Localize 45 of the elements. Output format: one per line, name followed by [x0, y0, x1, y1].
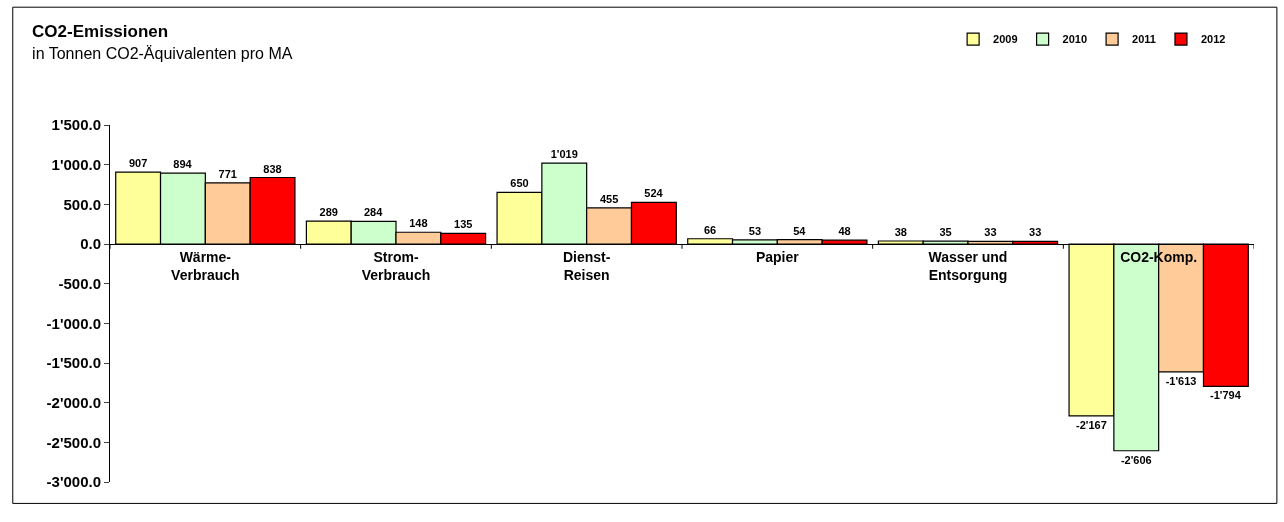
- y-tick-label: -2'500.0: [46, 433, 101, 451]
- data-label: 48: [838, 225, 851, 238]
- data-label: -1'613: [1165, 374, 1197, 387]
- y-tick-label: -2'000.0: [46, 393, 101, 411]
- y-tick-label: -3'000.0: [46, 473, 101, 491]
- data-label: 894: [173, 158, 193, 171]
- x-tick-label: Wärme- Verbrauch: [171, 248, 240, 283]
- x-tick-label: Papier: [755, 248, 800, 265]
- data-label: 66: [704, 223, 717, 236]
- y-tick-label: -500.0: [58, 274, 101, 292]
- chart-title: CO2-Emissionen: [32, 21, 169, 41]
- legend-label: 2009: [993, 33, 1018, 46]
- legend-label: 2011: [1132, 33, 1156, 46]
- data-label: 33: [984, 226, 997, 239]
- x-tick-label: Dienst- Reisen: [562, 248, 611, 283]
- data-label: 135: [454, 218, 473, 231]
- legend-label: 2010: [1062, 33, 1088, 46]
- data-label: -2'606: [1120, 453, 1152, 466]
- y-tick-label: -1'500.0: [46, 354, 101, 372]
- y-tick-label: 1'000.0: [51, 155, 101, 173]
- x-tick-label: Strom- Verbrauch: [361, 248, 431, 283]
- data-label: 38: [894, 225, 907, 238]
- y-tick-label: 0.0: [80, 235, 101, 253]
- data-label: 1'019: [550, 148, 578, 161]
- data-label: 838: [263, 162, 282, 175]
- chart-subtitle: in Tonnen CO2-Äquivalenten pro MA: [32, 44, 293, 62]
- legend-label: 2012: [1200, 33, 1226, 46]
- x-tick-label: Wasser und Entsorgung: [928, 248, 1008, 283]
- data-label: 35: [939, 226, 952, 239]
- data-label: 650: [510, 177, 529, 190]
- data-label: 524: [644, 187, 664, 200]
- data-label: 148: [409, 217, 428, 230]
- y-tick-label: 1'500.0: [51, 116, 101, 134]
- y-tick-label: -1'000.0: [46, 314, 101, 332]
- data-label: -1'794: [1210, 389, 1242, 402]
- data-label: 53: [748, 224, 762, 237]
- y-tick-label: 500.0: [63, 195, 101, 213]
- data-label: 771: [218, 167, 237, 180]
- data-label: 907: [128, 157, 148, 170]
- data-label: 289: [319, 206, 338, 219]
- data-label: 54: [793, 224, 807, 237]
- data-label: 455: [599, 192, 619, 205]
- data-label: 33: [1029, 226, 1042, 239]
- data-label: 284: [363, 206, 384, 219]
- data-label: -2'167: [1076, 418, 1107, 431]
